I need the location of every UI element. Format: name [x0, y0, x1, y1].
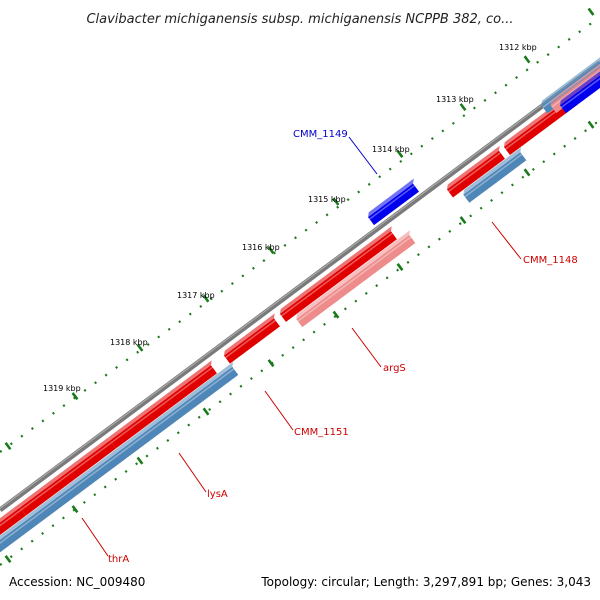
major-tick	[4, 442, 12, 451]
major-tick	[587, 120, 595, 129]
leader-line	[264, 390, 294, 431]
gene-cmm-1148-rev[interactable]	[463, 147, 527, 203]
gene-label-lysa[interactable]: lysA	[207, 489, 228, 500]
major-tick	[523, 55, 531, 64]
gene-args[interactable]	[279, 226, 397, 322]
major-tick	[71, 392, 79, 401]
label-leaders	[81, 136, 522, 557]
gene-lysa[interactable]	[109, 360, 217, 449]
leader-line	[81, 517, 109, 557]
gene-thra-rev[interactable]	[0, 361, 239, 560]
major-tick	[396, 150, 404, 158]
leader-line	[348, 136, 378, 175]
genome-backbone	[0, 60, 600, 513]
gene-labels: CMM_1149 CMM_1148 argS CMM_1151 lysA thr…	[108, 129, 578, 565]
outer-tick-ring	[0, 16, 600, 453]
major-tick	[332, 310, 340, 319]
major-tick	[4, 555, 12, 564]
tick-label: 1313 kbp	[436, 95, 474, 104]
gene-label-cmm-1148[interactable]: CMM_1148	[523, 255, 578, 266]
gene-label-args[interactable]: argS	[383, 363, 406, 374]
inner-tick-ring	[0, 119, 600, 566]
leader-line	[491, 221, 522, 260]
tick-label: 1314 kbp	[372, 145, 410, 154]
major-tick	[459, 103, 467, 112]
leader-line	[178, 452, 207, 493]
major-tick	[71, 505, 79, 514]
tick-label: 1312 kbp	[499, 43, 537, 52]
leader-line	[351, 327, 382, 368]
major-tick	[202, 294, 210, 303]
tick-label: 1317 kbp	[177, 291, 215, 300]
major-tick	[332, 197, 340, 206]
gene-thra-prev[interactable]	[0, 502, 26, 549]
major-tick	[523, 168, 531, 177]
gene-cmm-1151[interactable]	[223, 313, 280, 364]
tick-label: 1319 kbp	[43, 384, 81, 393]
gene-label-cmm-1149[interactable]: CMM_1149	[293, 129, 348, 140]
map-title: Clavibacter michiganensis subsp. michiga…	[86, 12, 513, 27]
gene-edge-dark[interactable]	[559, 51, 600, 114]
major-tick	[396, 263, 404, 271]
major-tick	[587, 7, 595, 16]
major-tick	[202, 407, 210, 416]
gene-cmm-1148[interactable]	[446, 145, 505, 198]
major-ticks	[4, 7, 595, 564]
feature-track	[0, 51, 600, 560]
major-tick	[267, 359, 275, 368]
major-tick	[136, 343, 144, 352]
tick-labels: 1312 kbp 1313 kbp 1314 kbp 1315 kbp 1316…	[43, 43, 537, 393]
gene-thra[interactable]	[19, 435, 116, 516]
genome-backbone-highlight	[0, 61, 600, 509]
tick-label: 1318 kbp	[110, 338, 148, 347]
major-tick	[459, 216, 467, 225]
accession-text: Accession: NC_009480	[9, 575, 145, 589]
gene-label-cmm-1151[interactable]: CMM_1151	[294, 427, 349, 438]
gene-cmm-1149[interactable]	[368, 178, 420, 226]
major-tick	[267, 246, 275, 255]
gene-args-rna[interactable]	[296, 230, 416, 328]
tick-label: 1315 kbp	[308, 195, 346, 204]
major-tick	[136, 456, 144, 465]
genome-summary-text: Topology: circular; Length: 3,297,891 bp…	[260, 575, 591, 589]
gene-label-thra[interactable]: thrA	[108, 554, 129, 565]
tick-label: 1316 kbp	[242, 243, 280, 252]
